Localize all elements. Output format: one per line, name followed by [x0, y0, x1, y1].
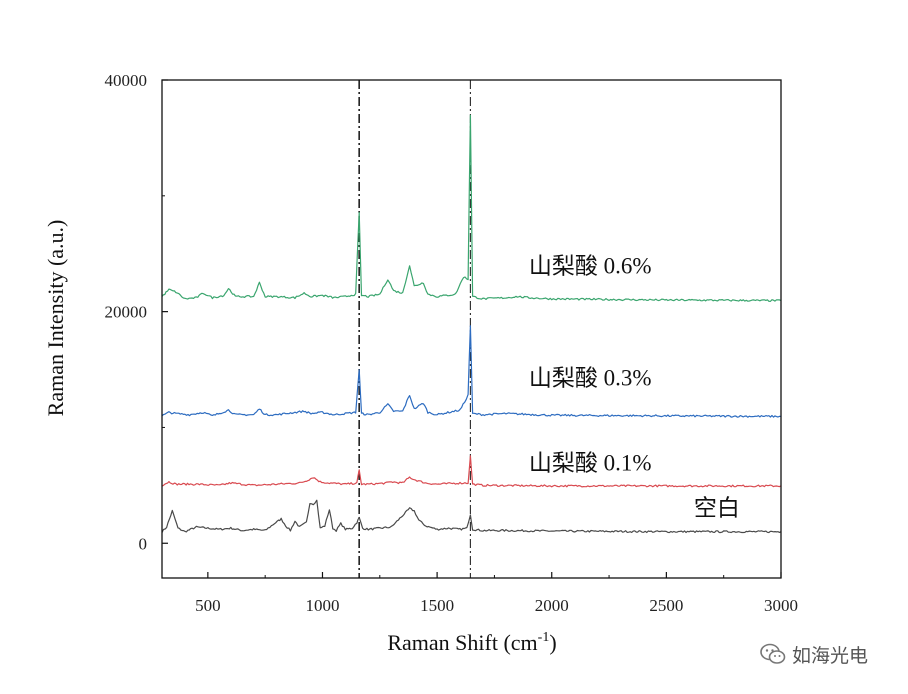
y-tick-label: 0 — [139, 534, 148, 553]
x-axis-title-end: ) — [549, 630, 556, 655]
y-tick-label: 40000 — [105, 71, 148, 90]
wechat-icon — [760, 643, 786, 664]
series-line-3 — [161, 114, 782, 302]
x-tick-label: 3000 — [764, 596, 798, 615]
series-line-2 — [161, 325, 782, 418]
watermark-text: 如海光电 — [792, 644, 869, 667]
series-lines — [161, 114, 782, 534]
series-line-1 — [161, 455, 782, 488]
plot-frame — [161, 79, 782, 579]
x-axis-title-sup: -1 — [538, 630, 550, 645]
series-annotations: 山梨酸 0.6% 山梨酸 0.3% 山梨酸 0.1% 空白 — [529, 253, 740, 520]
x-axis-ticks: 500 1000 1500 2000 2500 3000 — [195, 572, 798, 615]
series-line-0 — [161, 499, 782, 534]
y-tick-label: 20000 — [105, 303, 148, 322]
reference-lines — [358, 80, 471, 578]
x-axis-title: Raman Shift (cm-1) — [387, 630, 556, 655]
watermark: 如海光电 — [760, 640, 868, 668]
x-tick-label: 1000 — [305, 596, 339, 615]
y-axis-title: Raman Intensity (a.u.) — [43, 220, 68, 417]
x-tick-label: 500 — [195, 596, 221, 615]
series-label: 山梨酸 0.1% — [529, 450, 652, 475]
series-label: 空白 — [694, 495, 740, 520]
y-axis-ticks: 0 20000 40000 — [105, 71, 168, 553]
x-tick-label: 2500 — [649, 596, 683, 615]
x-axis-title-main: Raman Shift (cm — [387, 630, 537, 655]
series-label: 山梨酸 0.3% — [529, 366, 652, 391]
series-label: 山梨酸 0.6% — [529, 253, 652, 278]
x-tick-label: 1500 — [420, 596, 454, 615]
x-tick-label: 2000 — [535, 596, 569, 615]
